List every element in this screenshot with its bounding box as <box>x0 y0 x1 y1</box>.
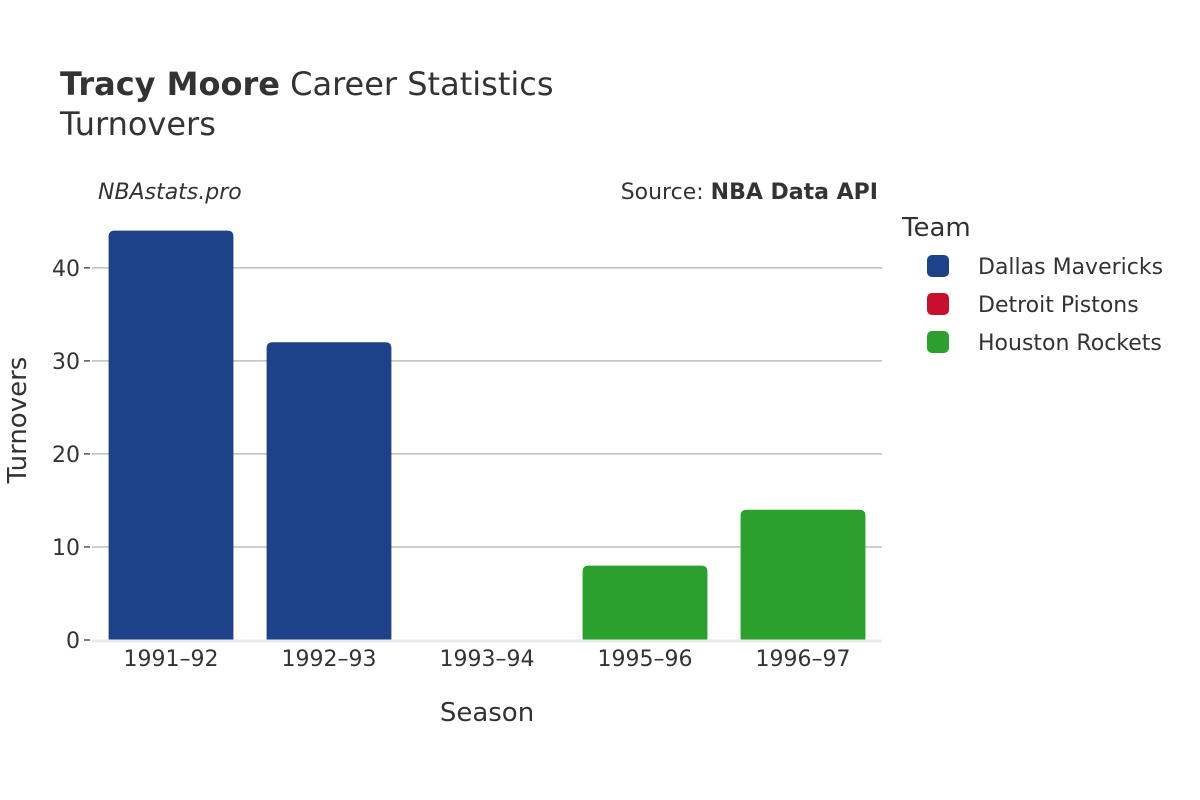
x-tick-label: 1992–93 <box>282 647 377 672</box>
legend-swatch <box>927 331 949 353</box>
title-rest: Career Statistics <box>290 65 554 103</box>
bar[interactable] <box>266 342 392 640</box>
y-tick-label: 10 <box>52 536 80 561</box>
legend-swatch <box>927 255 949 277</box>
x-tick-label: 1996–97 <box>756 647 851 672</box>
chart-title: Tracy Moore Career Statistics <box>60 68 554 100</box>
legend: Team Dallas Mavericks Detroit Pistons Hous… <box>901 213 1163 356</box>
legend-label: Detroit Pistons <box>978 293 1139 318</box>
bar[interactable] <box>108 230 234 640</box>
bar[interactable] <box>740 509 866 640</box>
y-tick-label: 40 <box>52 257 80 282</box>
y-tick-label: 20 <box>52 443 80 468</box>
chart-subtitle: Turnovers <box>60 105 216 143</box>
x-axis-title: Season <box>440 698 534 728</box>
y-tick-label: 30 <box>52 350 80 375</box>
bars <box>108 230 866 640</box>
player-name: Tracy Moore <box>60 65 280 103</box>
source-credit: Source: NBA Data API <box>621 180 878 205</box>
axes: 0 10 20 30 40 1991–92 1992–93 1993–94 1995–96 199… <box>52 257 882 672</box>
y-tick-label: 0 <box>66 629 80 654</box>
x-tick-label: 1995–96 <box>598 647 693 672</box>
source-name: NBA Data API <box>711 180 878 205</box>
x-tick-label: 1993–94 <box>440 647 535 672</box>
legend-label: Houston Rockets <box>978 331 1162 356</box>
x-tick-label: 1991–92 <box>124 647 219 672</box>
legend-items: Dallas Mavericks Detroit Pistons Houston R… <box>927 255 1163 356</box>
bar[interactable] <box>582 565 708 640</box>
legend-swatch <box>927 293 949 315</box>
source-prefix: Source: <box>621 180 711 205</box>
legend-title: Team <box>901 213 971 243</box>
site-credit: NBAstats.pro <box>98 180 242 205</box>
title-block: Tracy Moore Career Statistics Turnovers <box>60 68 554 140</box>
legend-label: Dallas Mavericks <box>978 255 1163 280</box>
y-axis-title: Turnovers <box>3 357 33 485</box>
